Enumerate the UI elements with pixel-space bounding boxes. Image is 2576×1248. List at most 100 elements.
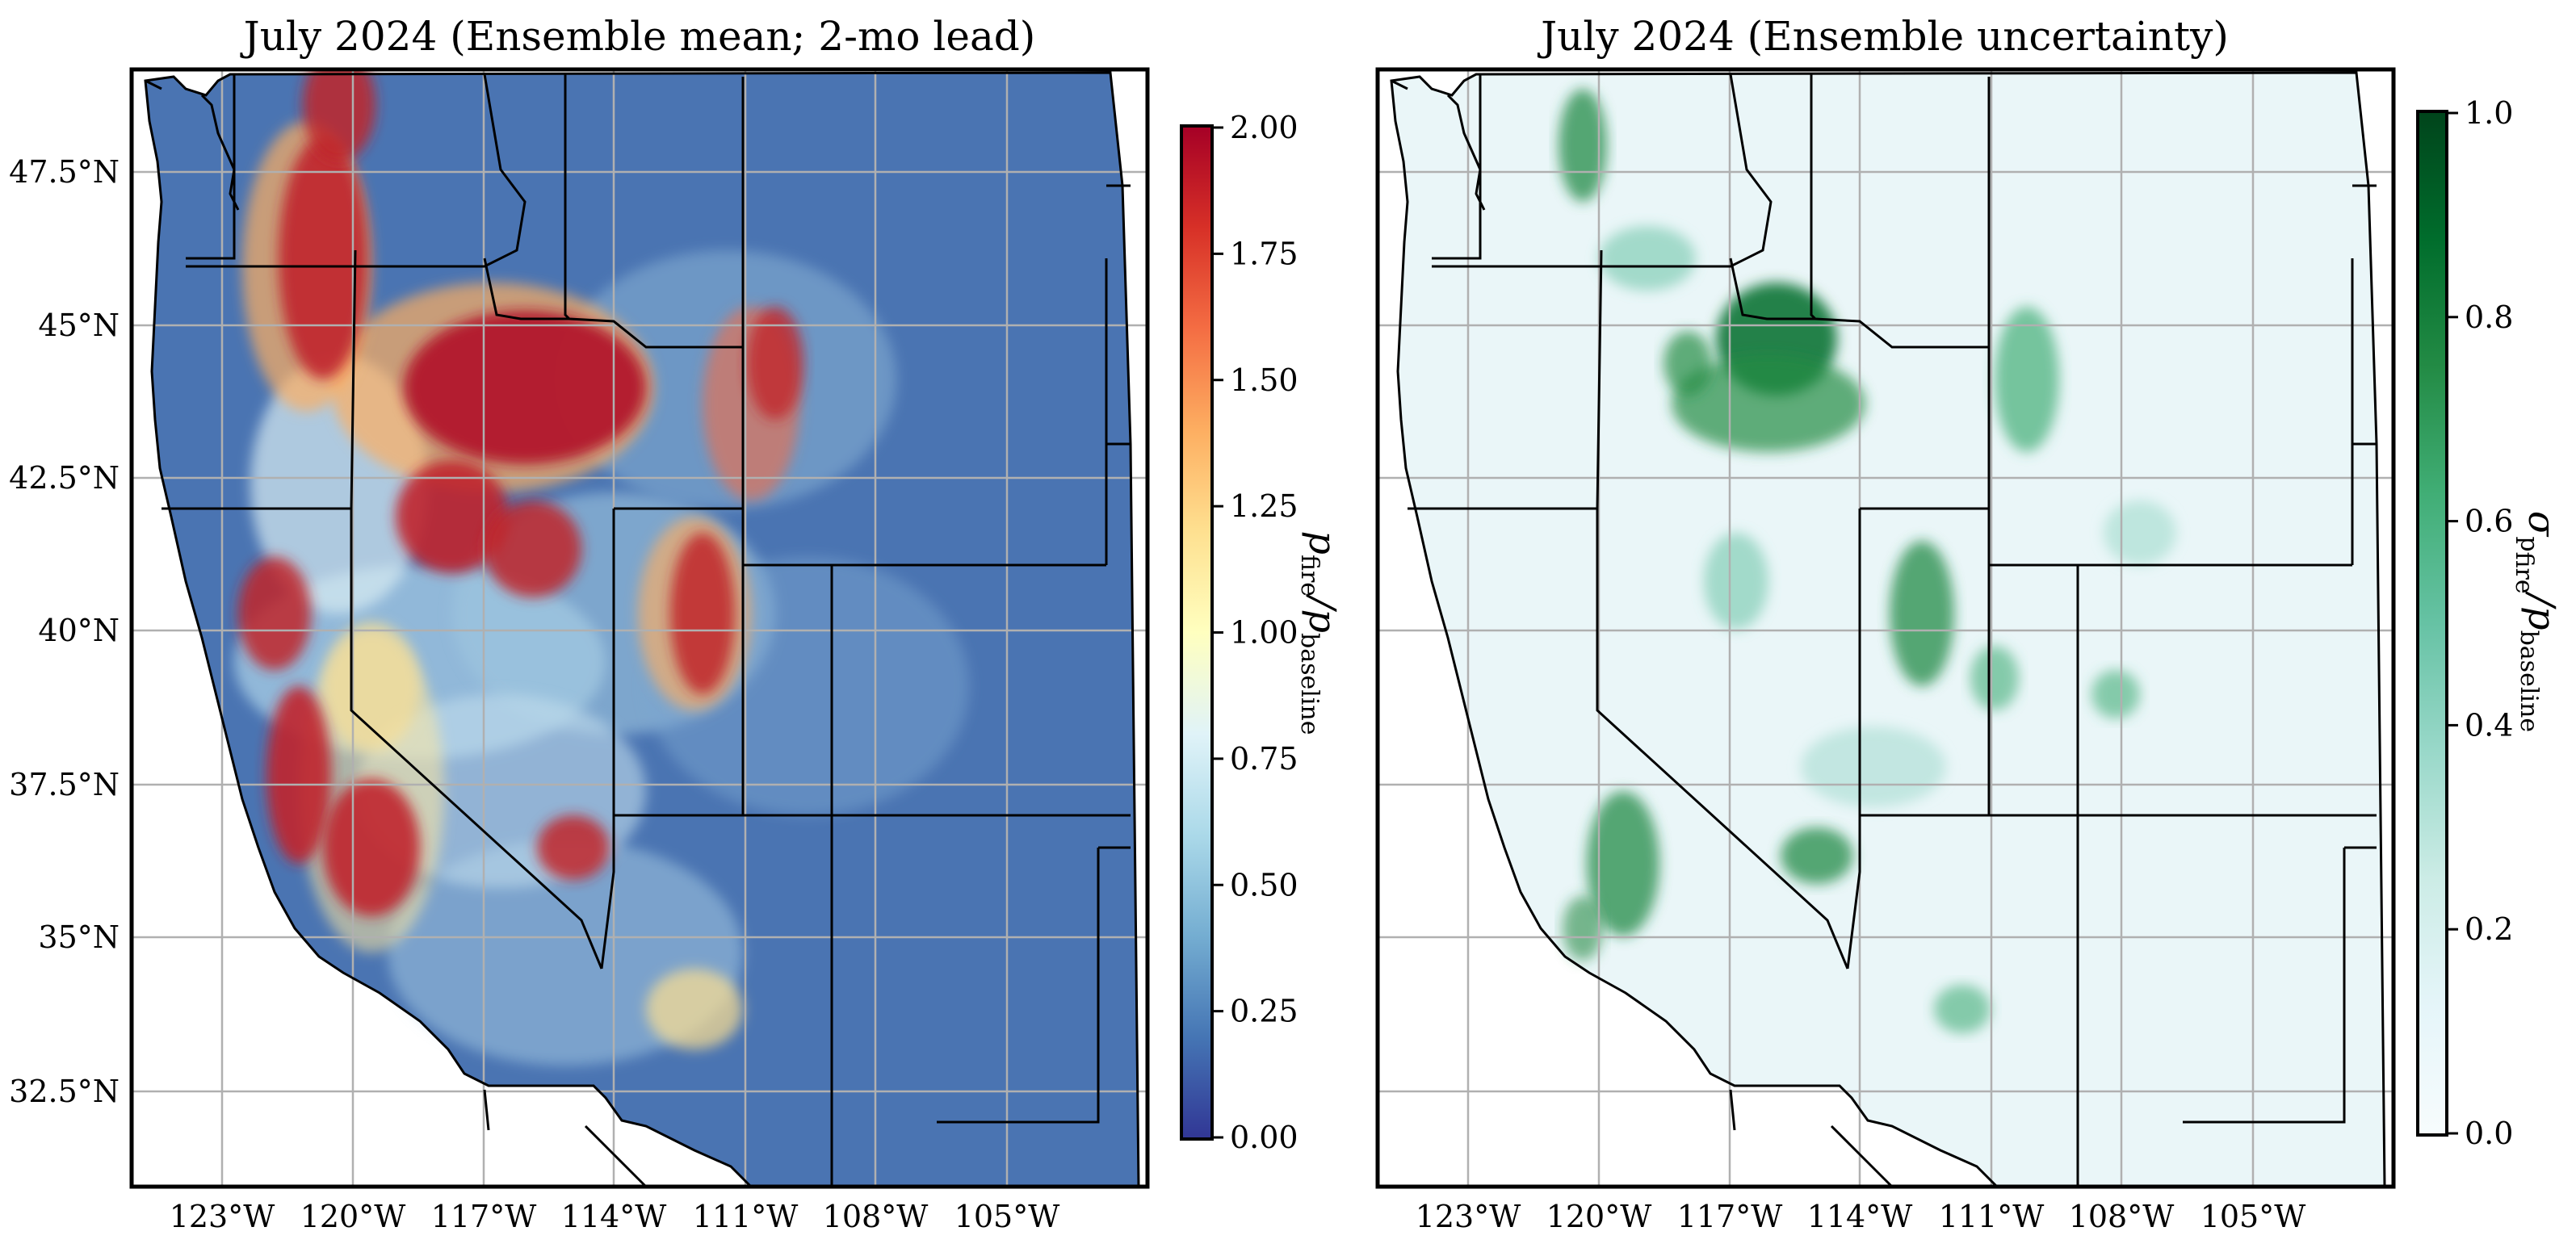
colorbar-tick-label: 0.00 — [1230, 1120, 1298, 1155]
state-border — [1596, 249, 1603, 509]
uncertainty-hotspot-layer — [1559, 89, 2176, 1033]
map-panel-ensemble-mean: July 2024 (Ensemble mean; 2-mo lead) 47.… — [9, 13, 1345, 1234]
state-border — [937, 848, 1100, 1124]
uncertainty-region — [1599, 226, 1696, 291]
lat-tick-label: 37.5°N — [9, 767, 120, 802]
state-border — [1432, 74, 1482, 260]
uncertainty-region — [1563, 896, 1603, 961]
lon-tick-label: 120°W — [300, 1199, 406, 1234]
hotspot-region — [485, 500, 581, 597]
panel-title-mean: July 2024 (Ensemble mean; 2-mo lead) — [240, 13, 1036, 60]
coastline — [1390, 71, 2386, 1188]
uncertainty-region — [1934, 985, 1991, 1033]
lon-tick-label: 114°W — [561, 1199, 667, 1234]
colorbar-tick-label: 0.50 — [1230, 867, 1298, 902]
lat-tick-label: 45°N — [38, 308, 120, 343]
state-border — [1846, 509, 1861, 970]
hotspot-layer-mean — [234, 69, 969, 1066]
graticule-left — [132, 69, 1147, 1187]
graticule-right — [1378, 69, 2393, 1187]
colorbar-tick-label: 1.00 — [1230, 615, 1298, 651]
lat-tick-label: 42.5°N — [9, 460, 120, 496]
hotspot-region — [404, 311, 646, 464]
state-border — [350, 249, 357, 509]
uncertainty-region — [1559, 89, 1607, 202]
lat-tick-label: 32.5°N — [9, 1074, 120, 1109]
hotspot-region — [238, 557, 311, 670]
lon-tick-label: 120°W — [1546, 1199, 1652, 1234]
state-border — [600, 509, 615, 970]
map-panel-ensemble-uncertainty: July 2024 (Ensemble uncertainty) 123°W 12… — [1375, 13, 2564, 1234]
lon-tick-label: 123°W — [170, 1199, 275, 1234]
lat-tick-label: 40°N — [38, 613, 120, 648]
lon-tick-label: 117°W — [1677, 1199, 1783, 1234]
state-border — [1432, 73, 1773, 268]
lon-tick-label: 105°W — [954, 1199, 1060, 1234]
state-border — [1729, 258, 1815, 320]
state-border — [1446, 94, 1486, 211]
lon-tick-label: 105°W — [2201, 1199, 2306, 1234]
colorbar-tick-label: 0.8 — [2465, 299, 2513, 335]
lon-tick-labels-left: 123°W 120°W 117°W 114°W 111°W 108°W 105°W — [170, 1199, 1060, 1234]
uncertainty-region — [1781, 827, 1853, 884]
hotspot-region — [266, 686, 331, 864]
colorbar-tick-label: 1.25 — [1230, 488, 1298, 524]
colorbar-tick-label: 0.0 — [2465, 1116, 2513, 1151]
colorbar-uncertainty-label: σpfire/pbaseline — [2510, 511, 2564, 732]
state-border — [483, 1089, 490, 1131]
lon-tick-label: 111°W — [1939, 1199, 2045, 1234]
lat-tick-label: 47.5°N — [9, 154, 120, 190]
hotspot-region — [537, 815, 610, 880]
uncertainty-region — [1995, 307, 2059, 452]
map-frame-left — [129, 67, 1150, 1189]
hotspot-region — [646, 969, 743, 1049]
state-border — [2183, 848, 2346, 1124]
colorbar-tick-label: 0.4 — [2465, 707, 2513, 743]
state-border — [483, 258, 569, 320]
uncertainty-region — [2091, 670, 2140, 718]
uncertainty-region — [2104, 500, 2176, 565]
colorbar-tick-label: 0.2 — [2465, 911, 2513, 947]
colorbar-tick-label: 1.50 — [1230, 362, 1298, 398]
colorbar-mean: 2.00 1.75 1.50 1.25 1.00 0.75 0.50 0.25 0.00 pfi… — [1180, 110, 1345, 1155]
uncertainty-region — [1704, 533, 1768, 630]
lat-tick-label: 35°N — [38, 919, 120, 955]
colorbar-tick-label: 2.00 — [1230, 110, 1298, 145]
state-border — [1391, 79, 1408, 90]
lon-tick-label: 114°W — [1807, 1199, 1913, 1234]
colorbar-uncertainty-gradient — [2416, 110, 2448, 1137]
lat-tick-labels-left: 47.5°N 45°N 42.5°N 40°N 37.5°N 35°N 32.5°N — [9, 154, 120, 1109]
hotspot-region — [323, 622, 420, 751]
state-border — [584, 1124, 648, 1188]
lon-tick-label: 123°W — [1416, 1199, 1521, 1234]
hotspot-region — [323, 779, 420, 916]
map-frame-right — [1375, 67, 2396, 1189]
uncertainty-region — [1890, 541, 1954, 686]
lon-tick-label: 108°W — [823, 1199, 929, 1234]
hotspot-region — [396, 460, 509, 573]
uncertainty-region — [1672, 355, 1865, 452]
colorbar-tick-label: 0.75 — [1230, 741, 1298, 777]
state-border — [186, 73, 527, 268]
colorbar-uncertainty: 1.0 0.8 0.6 0.4 0.2 0.0 σpfire/pbaseline — [2416, 95, 2564, 1151]
lon-tick-label: 111°W — [693, 1199, 799, 1234]
uncertainty-region — [1970, 646, 2019, 710]
state-border — [145, 79, 162, 90]
hotspot-region — [303, 69, 375, 161]
colorbar-mean-gradient — [1180, 124, 1214, 1141]
state-border — [186, 74, 236, 260]
colorbar-tick-label: 0.6 — [2465, 504, 2513, 539]
state-border — [1830, 1124, 1894, 1188]
colorbar-tick-label: 1.75 — [1230, 236, 1298, 271]
state-borders-right — [1390, 71, 2386, 1188]
hotspot-region — [747, 307, 803, 420]
colorbar-tick-label: 1.0 — [2465, 95, 2513, 131]
lon-tick-label: 117°W — [431, 1199, 537, 1234]
state-borders-left — [144, 71, 1140, 1188]
state-border — [162, 507, 603, 970]
hotspot-region — [279, 137, 367, 379]
coastline — [144, 71, 1140, 1188]
colorbar-tick-label: 0.25 — [1230, 994, 1298, 1029]
hotspot-region — [670, 533, 735, 694]
colorbar-mean-label: pfire/pbaseline — [1295, 530, 1345, 735]
